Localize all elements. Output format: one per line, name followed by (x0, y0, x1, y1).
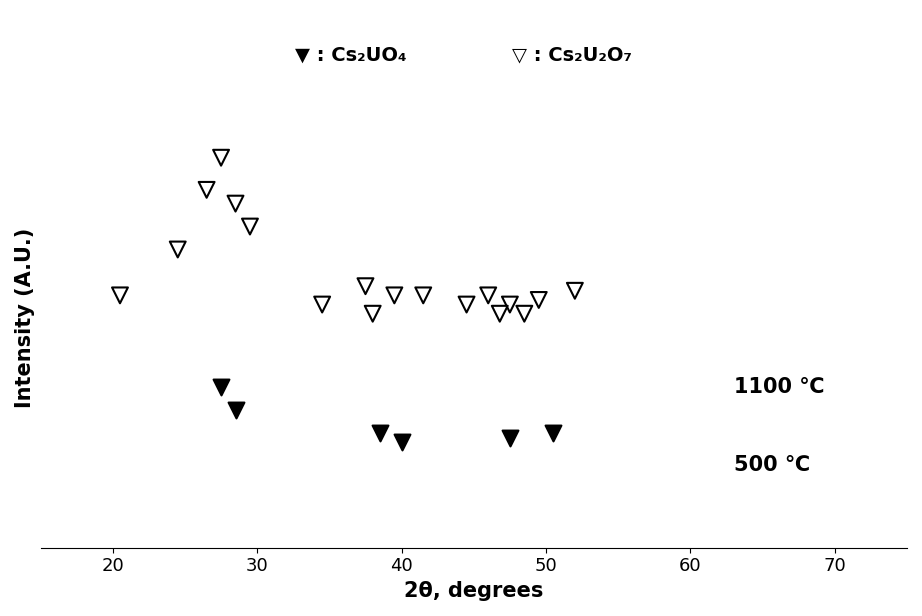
Point (387, 291, 402, 301)
Point (228, 199, 242, 209)
Point (242, 222, 257, 232)
Point (546, 428, 561, 438)
Point (531, 295, 546, 305)
Point (567, 286, 582, 296)
Point (481, 291, 496, 301)
Point (228, 405, 242, 415)
Text: 500 ℃: 500 ℃ (734, 455, 810, 475)
Point (214, 382, 229, 392)
Point (395, 437, 409, 447)
Point (459, 299, 474, 309)
Point (214, 153, 229, 163)
Point (517, 309, 532, 318)
Point (365, 309, 380, 318)
Text: ▽ : Cs₂U₂O₇: ▽ : Cs₂U₂O₇ (512, 46, 632, 65)
Point (112, 291, 127, 301)
Point (372, 428, 387, 438)
Text: 1100 ℃: 1100 ℃ (734, 377, 824, 397)
X-axis label: 2θ, degrees: 2θ, degrees (404, 581, 543, 601)
Point (492, 309, 507, 318)
Point (358, 282, 372, 291)
Text: ▼ : Cs₂UO₄: ▼ : Cs₂UO₄ (294, 46, 407, 65)
Point (502, 299, 517, 309)
Point (199, 185, 214, 195)
Point (502, 432, 517, 442)
Point (416, 291, 431, 301)
Point (314, 299, 329, 309)
Point (171, 245, 185, 254)
Y-axis label: Intensity (A.U.): Intensity (A.U.) (15, 228, 35, 408)
